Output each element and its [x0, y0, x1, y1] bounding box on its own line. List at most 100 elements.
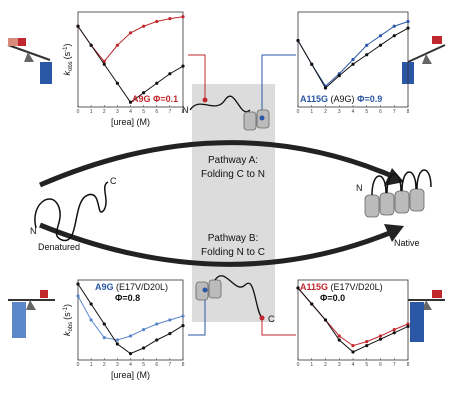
x-tick-label: 6	[379, 109, 382, 115]
data-point	[379, 34, 382, 37]
data-point	[379, 338, 382, 341]
pathway-subtitle: Folding N to C	[201, 247, 265, 258]
x-tick-label: 5	[142, 362, 145, 368]
data-point	[365, 340, 368, 343]
state-label: Denatured	[38, 242, 80, 252]
data-point	[181, 15, 184, 18]
data-point	[90, 302, 93, 305]
terminus: C	[110, 176, 117, 186]
x-tick-label: 1	[310, 109, 313, 115]
data-point	[379, 44, 382, 47]
data-point	[393, 331, 396, 334]
title-part: A115G	[300, 282, 328, 292]
data-point	[406, 325, 409, 328]
y-unit: )	[62, 304, 72, 307]
pathway-title: Pathway B:	[208, 233, 259, 244]
balance-icon	[402, 36, 445, 84]
data-point	[338, 74, 341, 77]
fit-curve	[78, 26, 183, 102]
y-subscript: obs	[68, 322, 74, 332]
y-axis-label: kobs(s-1)	[62, 304, 74, 336]
title-part: (A9G)	[331, 94, 355, 104]
page: Pathway A: Folding C to N Pathway B: Fol…	[0, 0, 450, 403]
x-tick-label: 3	[116, 362, 119, 368]
data-point	[155, 322, 158, 325]
panel-title: A9G Φ=0.1	[132, 94, 178, 104]
fit-curve	[78, 17, 183, 62]
balance-icon	[408, 290, 445, 342]
data-point	[103, 322, 106, 325]
x-tick-label: 2	[324, 362, 327, 368]
y-subscript: obs	[68, 61, 74, 71]
data-point	[116, 338, 119, 341]
data-point	[142, 328, 145, 331]
data-point	[365, 53, 368, 56]
data-point	[296, 39, 299, 42]
phi-value: Φ=0.8	[115, 293, 140, 303]
y-axis-label: kobs(s-1)	[62, 43, 74, 75]
x-tick-label: 6	[155, 362, 158, 368]
x-tick-label: 3	[338, 362, 341, 368]
data-point	[324, 318, 327, 321]
data-point	[351, 58, 354, 61]
x-tick-label: 7	[168, 362, 171, 368]
data-point	[393, 25, 396, 28]
x-tick-label: 0	[297, 109, 300, 115]
balance-icon	[8, 38, 52, 84]
x-tick-label: 2	[103, 362, 106, 368]
x-tick-label: 4	[352, 362, 355, 368]
data-point	[116, 44, 119, 47]
x-tick-label: 6	[379, 362, 382, 368]
data-point	[181, 324, 184, 327]
pathway-title: Pathway A:	[208, 155, 258, 166]
title-part: A115G	[300, 94, 328, 104]
data-point	[116, 342, 119, 345]
x-axis-label: [urea] (M)	[111, 117, 150, 127]
data-point	[103, 63, 106, 66]
denatured-chain	[35, 182, 108, 241]
title-part: (E17V/D20L)	[116, 282, 168, 292]
mutation-site	[203, 98, 208, 103]
panel-title: A115G (A9G) Φ=0.9	[300, 94, 382, 104]
data-point	[351, 63, 354, 66]
data-point	[76, 25, 79, 28]
data-point	[310, 302, 313, 305]
native-protein	[365, 189, 424, 217]
data-point	[129, 31, 132, 34]
terminus: N	[356, 183, 363, 193]
data-point	[365, 44, 368, 47]
data-point	[155, 338, 158, 341]
x-tick-label: 7	[393, 109, 396, 115]
mutation-site	[260, 316, 265, 321]
x-tick-label: 0	[77, 362, 80, 368]
x-tick-label: 0	[77, 109, 80, 115]
y-unit: )	[62, 43, 72, 46]
data-point	[168, 318, 171, 321]
mutation-site	[203, 288, 208, 293]
x-axis-label: [urea] (M)	[111, 370, 150, 380]
data-point	[168, 72, 171, 75]
data-point	[365, 344, 368, 347]
data-point	[393, 328, 396, 331]
x-tick-label: 8	[407, 362, 410, 368]
x-tick-label: 4	[129, 362, 132, 368]
data-point	[155, 20, 158, 23]
x-tick-label: 1	[310, 362, 313, 368]
data-point	[76, 282, 79, 285]
data-point	[310, 63, 313, 66]
x-tick-label: 4	[129, 109, 132, 115]
data-point	[351, 350, 354, 353]
data-point	[116, 82, 119, 85]
fit-curve	[298, 288, 408, 346]
data-point	[406, 27, 409, 30]
title-part: (E17V/D20L)	[331, 282, 383, 292]
data-point	[406, 20, 409, 23]
intermediate-repeat	[244, 112, 256, 130]
panel-title: A115G (E17V/D20L)	[300, 282, 383, 292]
pathway-subtitle: Folding C to N	[201, 169, 265, 180]
x-tick-label: 1	[90, 362, 93, 368]
mutation-site	[260, 116, 265, 121]
data-point	[129, 352, 132, 355]
x-tick-label: 8	[182, 109, 185, 115]
data-point	[155, 82, 158, 85]
